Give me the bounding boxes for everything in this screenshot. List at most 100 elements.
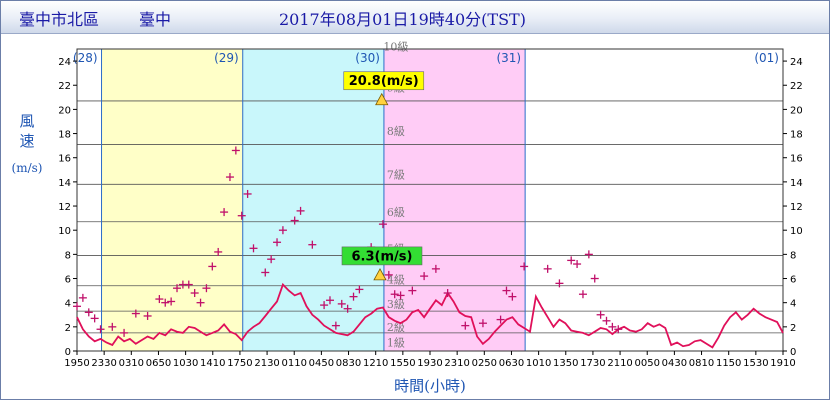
- day-band: [101, 49, 243, 351]
- gust-marker: [567, 256, 576, 265]
- gust-marker: [202, 284, 211, 293]
- gust-marker: [167, 297, 176, 306]
- y-tick-label-right: 4: [790, 299, 796, 310]
- y-tick-label-right: 22: [790, 81, 803, 92]
- y-tick-label-left: 8: [65, 250, 71, 261]
- y-tick-label-right: 16: [790, 154, 803, 165]
- gust-marker: [573, 260, 582, 269]
- x-tick-label: 1150: [716, 358, 741, 369]
- y-tick-label-right: 10: [790, 226, 803, 237]
- day-band: [242, 49, 384, 351]
- beaufort-level-label: 8級: [387, 125, 405, 138]
- title-bar: 臺中市北區 臺中 2017年08月01日19時40分(TST): [1, 1, 829, 34]
- x-tick-label: 0650: [146, 358, 171, 369]
- gust-marker: [84, 308, 93, 317]
- gust-marker: [220, 208, 229, 217]
- site-name: 臺中: [139, 10, 172, 29]
- beaufort-level-label: 3級: [387, 298, 405, 311]
- x-tick-label: 0810: [689, 358, 714, 369]
- x-tick-label: 2130: [254, 358, 279, 369]
- gust-marker: [161, 298, 170, 307]
- gust-marker: [508, 292, 517, 301]
- gust-marker: [408, 286, 417, 295]
- x-tick-label: 0050: [635, 358, 660, 369]
- x-tick-label: 2330: [91, 358, 116, 369]
- x-tick-label: 1930: [417, 358, 442, 369]
- gust-marker: [249, 244, 258, 253]
- x-tick-label: 0450: [309, 358, 334, 369]
- y-tick-label-left: 22: [58, 81, 71, 92]
- gust-marker: [555, 279, 564, 288]
- gust-marker: [520, 262, 529, 271]
- x-tick-label: 1730: [580, 358, 605, 369]
- y-axis-label: 風: [19, 112, 34, 130]
- gust-marker: [502, 286, 511, 295]
- gust-marker: [590, 274, 599, 283]
- beaufort-level-label: 7級: [387, 169, 405, 182]
- max-value-box: [341, 246, 423, 266]
- x-tick-label: 1910: [770, 358, 795, 369]
- y-tick-label-left: 10: [58, 226, 71, 237]
- gust-marker: [478, 319, 487, 328]
- y-tick-label-left: 6: [65, 275, 71, 286]
- max-marker: [373, 268, 387, 281]
- beaufort-level-label: 1級: [387, 337, 405, 350]
- day-label: (28): [73, 51, 98, 65]
- y-tick-label-left: 4: [65, 299, 71, 310]
- max-marker: [375, 92, 389, 106]
- gust-marker: [355, 285, 364, 294]
- day-band: [383, 49, 526, 351]
- x-tick-label: 1010: [526, 358, 551, 369]
- y-tick-label-right: 14: [790, 178, 803, 189]
- gust-marker: [296, 206, 305, 215]
- gust-marker: [343, 304, 352, 313]
- gust-marker: [461, 321, 470, 330]
- y-tick-label-left: 16: [58, 154, 71, 165]
- y-tick-label-left: 0: [65, 347, 71, 358]
- y-tick-label-left: 12: [58, 202, 71, 213]
- gust-marker: [308, 240, 317, 249]
- gust-marker: [131, 309, 140, 318]
- x-tick-label: 1030: [173, 358, 198, 369]
- x-tick-label: 1950: [64, 358, 89, 369]
- gust-marker: [208, 262, 217, 271]
- timestamp: 2017年08月01日19時40分(TST): [279, 10, 526, 29]
- day-label: (31): [496, 51, 521, 65]
- gust-marker: [378, 220, 387, 229]
- x-tick-label: 2110: [607, 358, 632, 369]
- y-tick-label-right: 2: [790, 323, 796, 334]
- gust-marker: [243, 189, 252, 198]
- day-band: [525, 49, 783, 351]
- y-tick-label-right: 6: [790, 275, 796, 286]
- y-tick-label-left: 14: [58, 178, 71, 189]
- gust-marker: [420, 272, 429, 281]
- x-tick-label: 0430: [662, 358, 687, 369]
- y-tick-label-left: 2: [65, 323, 71, 334]
- gust-marker: [196, 298, 205, 307]
- gust-marker: [325, 296, 334, 305]
- gust-marker: [320, 301, 329, 310]
- day-label: (30): [355, 51, 380, 65]
- y-tick-label-left: 20: [58, 105, 71, 116]
- y-tick-label-right: 0: [790, 347, 796, 358]
- gust-marker: [596, 310, 605, 319]
- gust-marker: [602, 316, 611, 325]
- beaufort-level-label: 4級: [387, 274, 405, 287]
- gust-marker: [543, 264, 552, 273]
- gust-marker: [578, 290, 587, 299]
- gust-marker: [231, 146, 240, 155]
- y-tick-label-left: 24: [58, 57, 71, 68]
- gust-marker: [120, 328, 129, 337]
- x-tick-label: 0110: [282, 358, 307, 369]
- x-tick-label: 1530: [743, 358, 768, 369]
- gust-marker: [225, 173, 234, 182]
- gust-marker: [214, 247, 223, 256]
- x-tick-label: 1350: [553, 358, 578, 369]
- max-value-label: 20.8(m/s): [349, 74, 419, 89]
- y-axis-unit: (m/s): [12, 161, 43, 175]
- wind-speed-chart: (28)(29)(30)(31)(01)1級2級3級4級5級6級7級8級9級10…: [12, 41, 803, 395]
- gust-marker: [396, 291, 405, 300]
- station-name: 臺中市北區: [19, 10, 100, 29]
- max-value-label: 6.3(m/s): [352, 249, 413, 264]
- gust-marker: [237, 211, 246, 220]
